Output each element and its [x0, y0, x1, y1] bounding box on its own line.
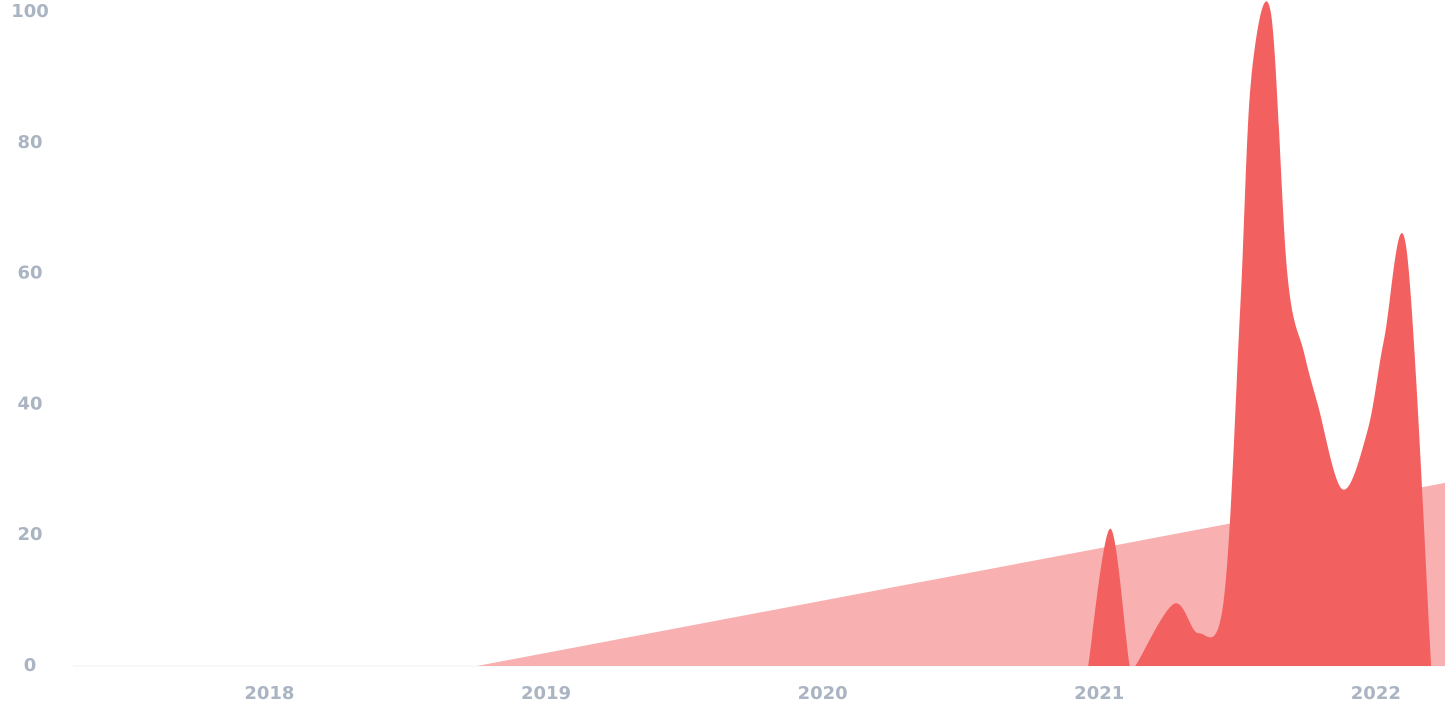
area: [1088, 1, 1432, 667]
y-tick-label: 20: [17, 524, 42, 545]
x-tick-label: 2021: [1074, 683, 1124, 704]
x-tick-label: 2018: [244, 683, 294, 704]
y-tick-label: 40: [17, 393, 42, 414]
x-tick-label: 2022: [1351, 683, 1401, 704]
y-tick-label: 60: [17, 263, 42, 284]
x-tick-label: 2019: [521, 683, 571, 704]
x-tick-label: 2020: [798, 683, 848, 704]
y-tick-label: 0: [24, 655, 37, 676]
y-tick-label: 80: [17, 132, 42, 153]
y-tick-label: 100: [11, 1, 49, 22]
